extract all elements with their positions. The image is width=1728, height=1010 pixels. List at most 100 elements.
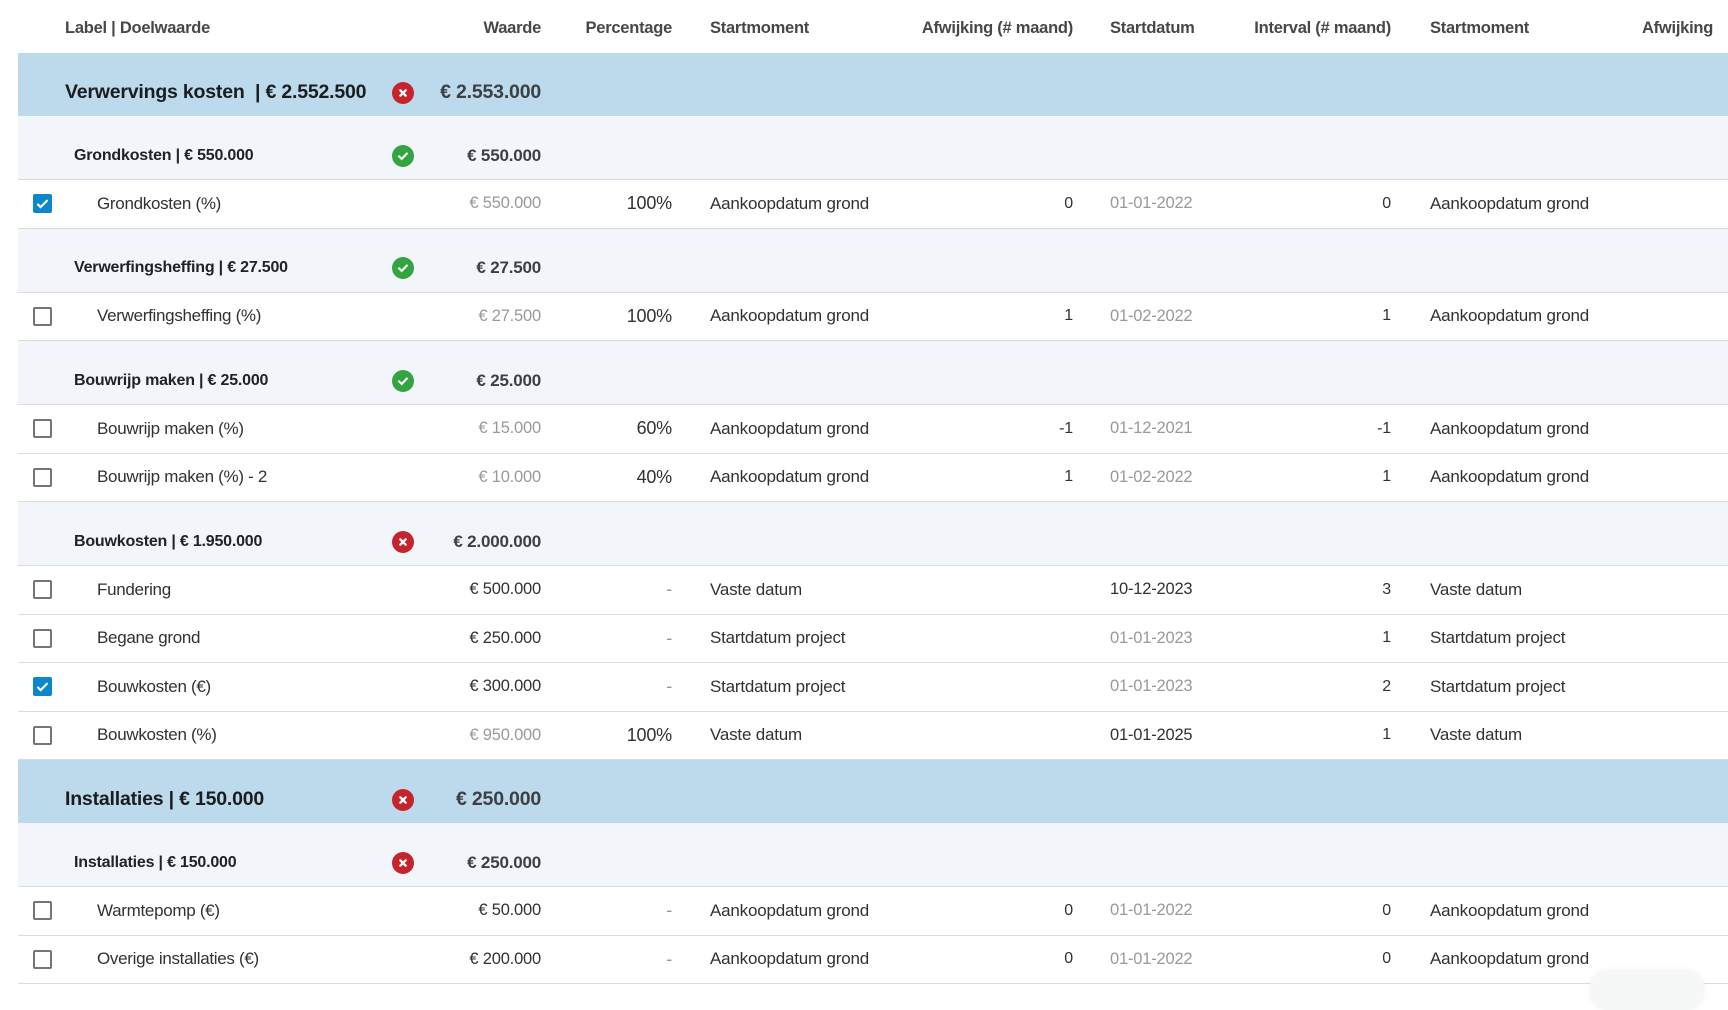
cell-startmoment2-text: Aankoopdatum grond (1430, 467, 1589, 487)
cell-interval: 0 (1270, 950, 1391, 968)
status-badge-ok (392, 369, 414, 392)
row-checkbox[interactable] (33, 419, 52, 439)
cell-waarde-text: € 250.000 (467, 852, 541, 872)
cell-waarde: € 200.000 (421, 950, 541, 969)
cell-startdatum: 01-12-2021 (1110, 419, 1270, 438)
cell-startmoment-text: Aankoopdatum grond (710, 467, 869, 487)
column-header-label: Label | Doelwaarde (65, 19, 385, 38)
cell-startmoment2-text: Aankoopdatum grond (1430, 949, 1589, 969)
cross-icon (399, 858, 407, 867)
cell-interval: 1 (1270, 307, 1391, 325)
cell-waarde: € 27.500 (421, 258, 541, 278)
cell-interval: 0 (1270, 902, 1391, 920)
row-label: Bouwkosten (%) (65, 725, 385, 745)
cell-startdatum-text: 01-01-2023 (1110, 628, 1193, 647)
cell-interval: 1 (1270, 629, 1391, 647)
cell-afwijking: -1 (960, 420, 1073, 438)
cell-percentage-text: - (666, 627, 672, 648)
cell-startmoment2-text: Aankoopdatum grond (1430, 900, 1589, 920)
cell-startmoment2: Aankoopdatum grond (1430, 419, 1642, 439)
row-status-cell (385, 144, 421, 167)
cell-startmoment-text: Vaste datum (710, 579, 802, 599)
cell-startmoment2: Aankoopdatum grond (1430, 949, 1642, 969)
cell-startmoment2: Aankoopdatum grond (1430, 194, 1642, 214)
cell-startmoment-text: Startdatum project (710, 628, 846, 648)
cell-percentage-text: 100% (626, 305, 672, 326)
table-row-detail: Bouwkosten (%) € 950.000 100% Vaste datum 01… (18, 711, 1728, 760)
cell-percentage: 100% (541, 306, 672, 327)
cell-afwijking-text: 1 (1064, 307, 1073, 325)
row-checkbox[interactable] (33, 901, 52, 921)
cell-startmoment-text: Aankoopdatum grond (710, 306, 869, 326)
row-label-text: Bouwkosten (%) (97, 725, 217, 745)
row-checkbox-checked[interactable] (33, 677, 52, 697)
table-row-subgroup[interactable]: Installaties | € 150.000 € 250.000 (18, 823, 1728, 887)
row-checkbox-cell (18, 677, 65, 697)
check-icon (397, 264, 409, 273)
cell-startmoment: Startdatum project (710, 628, 960, 648)
cell-startdatum-text: 01-01-2022 (1110, 194, 1193, 213)
cell-startdatum-text: 01-02-2022 (1110, 467, 1193, 486)
cell-startmoment2-text: Vaste datum (1430, 579, 1522, 599)
row-label: Bouwrijp maken | € 25.000 (65, 372, 385, 390)
cell-waarde: € 2.553.000 (421, 81, 541, 104)
table-row-subgroup[interactable]: Bouwrijp maken | € 25.000 € 25.000 (18, 341, 1728, 405)
check-icon (397, 151, 409, 160)
cell-startdatum: 01-02-2022 (1110, 468, 1270, 487)
checkbox-check-icon (36, 199, 49, 209)
table-row-subgroup[interactable]: Verwerfingsheffing | € 27.500 € 27.500 (18, 228, 1728, 293)
cell-startdatum: 10-12-2023 (1110, 580, 1270, 599)
cell-waarde-text: € 200.000 (469, 949, 541, 968)
row-checkbox[interactable] (33, 306, 52, 326)
cell-waarde: € 250.000 (421, 788, 541, 811)
cell-percentage: - (541, 579, 672, 600)
row-label-text: Bouwrijp maken | € 25.000 (74, 371, 269, 389)
cell-afwijking: 1 (960, 307, 1073, 325)
row-checkbox[interactable] (33, 725, 52, 745)
column-header-waarde: Waarde (421, 19, 542, 38)
cell-waarde-text: € 500.000 (469, 580, 541, 599)
cell-waarde-text: € 550.000 (467, 145, 541, 165)
cell-interval-text: 0 (1382, 950, 1391, 968)
cell-waarde-text: € 250.000 (469, 628, 541, 647)
cell-waarde: € 10.000 (421, 468, 541, 487)
row-checkbox[interactable] (33, 580, 52, 600)
row-checkbox[interactable] (33, 949, 52, 969)
table-row-group[interactable]: Installaties | € 150.000 € 250.000 (18, 760, 1728, 823)
cell-percentage: - (541, 676, 672, 697)
cell-afwijking: 1 (960, 468, 1073, 486)
row-status-cell (385, 788, 421, 811)
cell-interval: 2 (1270, 678, 1391, 696)
table-row-detail: Begane grond € 250.000 - Startdatum project… (18, 614, 1728, 663)
row-label-text: Bouwkosten | € 1.950.000 (74, 532, 263, 550)
cell-startdatum-text: 01-01-2022 (1110, 949, 1193, 968)
cell-startdatum-text: 01-12-2021 (1110, 419, 1193, 438)
cell-afwijking-text: 0 (1064, 194, 1073, 212)
cell-percentage: - (541, 628, 672, 649)
cell-interval-text: 2 (1382, 677, 1391, 695)
cell-afwijking-text: 1 (1064, 468, 1073, 486)
row-label-text: Grondkosten (%) (97, 193, 221, 213)
cell-waarde-text: € 550.000 (469, 194, 541, 213)
cell-startmoment2-text: Aankoopdatum grond (1430, 306, 1589, 326)
column-header-interval: Interval (# maand) (1254, 19, 1391, 38)
cell-interval-text: 1 (1382, 726, 1391, 744)
row-checkbox[interactable] (33, 628, 52, 648)
table-row-subgroup[interactable]: Bouwkosten | € 1.950.000 € 2.000.000 (18, 502, 1728, 566)
row-checkbox-checked[interactable] (33, 194, 52, 214)
table-row-subgroup[interactable]: Grondkosten | € 550.000 € 550.000 (18, 116, 1728, 180)
row-checkbox[interactable] (33, 467, 52, 487)
cell-waarde: € 500.000 (421, 580, 541, 599)
row-label-text: Verwerfingsheffing (%) (97, 306, 262, 326)
row-label-text: Warmtepomp (€) (97, 900, 220, 920)
row-label: Verwervings kosten | € 2.552.500 (65, 81, 385, 104)
status-badge-ok (392, 257, 414, 279)
cell-startmoment2-text: Startdatum project (1430, 628, 1566, 648)
cell-waarde: € 2.000.000 (421, 532, 541, 552)
cell-waarde-text: € 2.000.000 (453, 531, 541, 551)
table-row-group[interactable]: Verwervings kosten | € 2.552.500 € 2.553.… (18, 53, 1728, 116)
cell-startmoment2: Startdatum project (1430, 677, 1642, 697)
cell-interval-text: 3 (1382, 580, 1391, 598)
cell-startdatum-text: 01-01-2022 (1110, 901, 1193, 920)
cell-startdatum: 01-01-2022 (1110, 194, 1270, 213)
